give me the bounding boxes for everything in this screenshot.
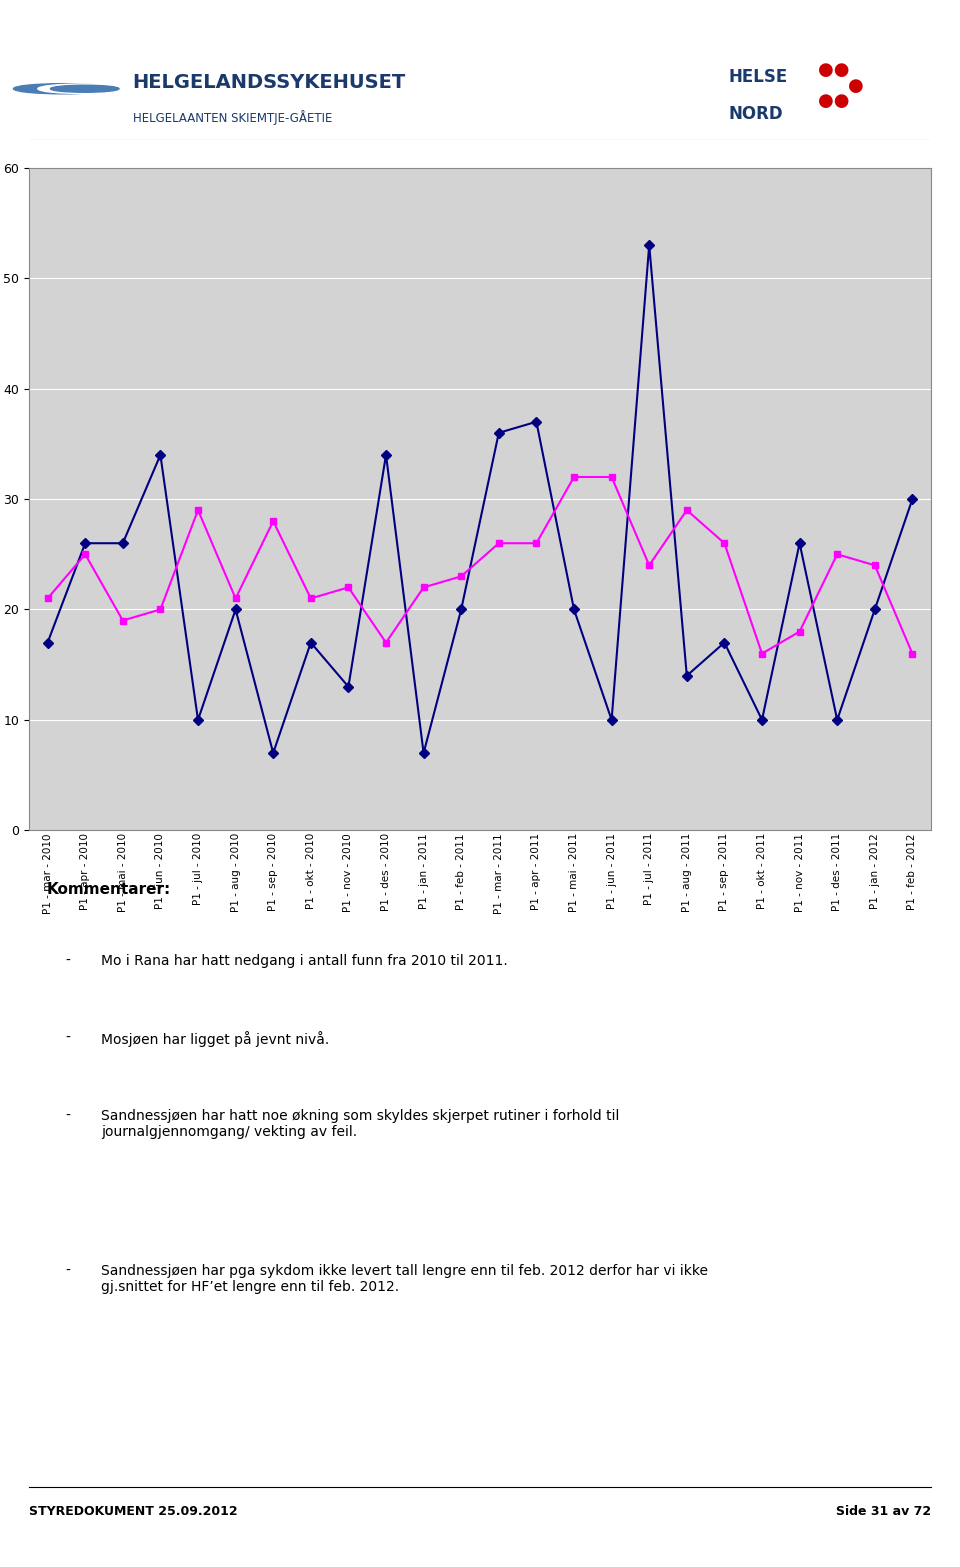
Helgelandssykehuset HF [681,666,692,685]
Text: HELSE: HELSE [728,67,787,86]
Helgelandssykehuset HF [80,534,91,553]
Hele landet [155,600,166,619]
Text: -: - [65,1109,70,1124]
Text: Mo i Rana har hatt nedgang i antall funn fra 2010 til 2011.: Mo i Rana har hatt nedgang i antall funn… [101,954,508,968]
Text: NORD: NORD [728,105,782,122]
Hele landet [380,633,392,652]
Hele landet [343,578,354,597]
Text: Sandnessjøen har hatt noe økning som skyldes skjerpet rutiner i forhold til
jour: Sandnessjøen har hatt noe økning som sky… [101,1109,619,1139]
Text: Kommentarer:: Kommentarer: [47,882,171,898]
Hele landet [117,611,129,630]
Helgelandssykehuset HF [719,633,731,652]
Helgelandssykehuset HF [343,677,354,696]
Hele landet [418,578,429,597]
Helgelandssykehuset HF [869,600,880,619]
Helgelandssykehuset HF [606,710,617,729]
Text: HELGELAANTEN SKIEMTJE-GÅETIE: HELGELAANTEN SKIEMTJE-GÅETIE [132,110,332,125]
Helgelandssykehuset HF [831,710,843,729]
Circle shape [51,85,119,92]
Helgelandssykehuset HF [42,633,54,652]
Text: -: - [65,1031,70,1045]
Helgelandssykehuset HF [380,445,392,464]
Text: Mosjøen har ligget på jevnt nivå.: Mosjøen har ligget på jevnt nivå. [101,1031,329,1047]
Helgelandssykehuset HF [493,423,505,442]
Hele landet [869,556,880,575]
Hele landet [756,644,768,663]
Text: ●●: ●● [818,92,850,110]
Hele landet [568,467,580,486]
Hele landet [80,545,91,564]
Hele landet [606,467,617,486]
Hele landet [493,534,505,553]
Hele landet [794,622,805,641]
Line: Hele landet: Hele landet [44,473,916,657]
Helgelandssykehuset HF [568,600,580,619]
Circle shape [37,85,132,94]
Helgelandssykehuset HF [794,534,805,553]
Helgelandssykehuset HF [155,445,166,464]
Hele landet [831,545,843,564]
Hele landet [192,501,204,520]
Helgelandssykehuset HF [906,489,918,508]
Hele landet [681,501,692,520]
Text: STYREDOKUMENT 25.09.2012: STYREDOKUMENT 25.09.2012 [29,1506,237,1518]
Helgelandssykehuset HF [192,710,204,729]
Hele landet [719,534,731,553]
Text: ●●: ●● [818,61,850,80]
Helgelandssykehuset HF [418,744,429,763]
Text: Sandnessjøen har pga sykdom ikke levert tall lengre enn til feb. 2012 derfor har: Sandnessjøen har pga sykdom ikke levert … [101,1265,708,1294]
Circle shape [13,83,112,94]
Hele landet [305,589,317,608]
Text: ●: ● [849,77,864,96]
Hele landet [455,567,467,586]
Helgelandssykehuset HF [531,412,542,431]
Hele landet [229,589,241,608]
Hele landet [906,644,918,663]
Text: Side 31 av 72: Side 31 av 72 [836,1506,931,1518]
Helgelandssykehuset HF [305,633,317,652]
Hele landet [643,556,655,575]
Helgelandssykehuset HF [643,235,655,254]
Hele landet [268,512,279,531]
Helgelandssykehuset HF [756,710,768,729]
Text: HELGELANDSSYKEHUSET: HELGELANDSSYKEHUSET [132,74,406,92]
Helgelandssykehuset HF [117,534,129,553]
Helgelandssykehuset HF [268,744,279,763]
Helgelandssykehuset HF [229,600,241,619]
Hele landet [531,534,542,553]
Hele landet [42,589,54,608]
Text: -: - [65,954,70,968]
Text: -: - [65,1265,70,1277]
Line: Helgelandssykehuset HF: Helgelandssykehuset HF [44,241,916,757]
Helgelandssykehuset HF [455,600,467,619]
